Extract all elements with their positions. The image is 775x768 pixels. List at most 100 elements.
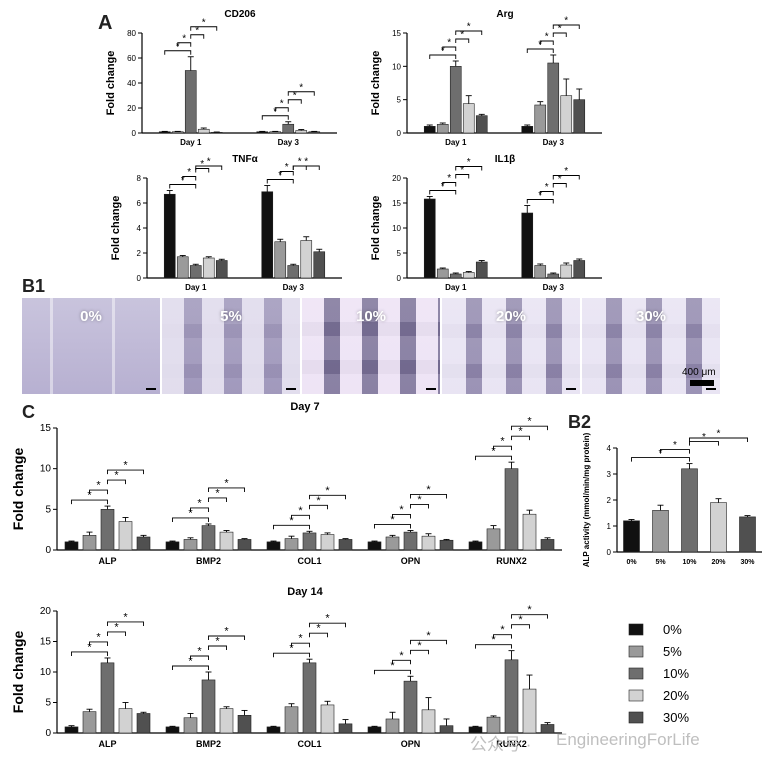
micro-scale-mark [426, 388, 436, 390]
y-tick-label: 0 [607, 548, 612, 557]
significance-bracket [89, 489, 108, 495]
significance-bracket [455, 166, 483, 171]
bar [210, 132, 223, 134]
significance-bracket [511, 624, 530, 629]
micro-image-2: 5% [162, 298, 302, 394]
significance-star: * [527, 604, 532, 616]
bar [261, 191, 274, 279]
significance-star: * [500, 436, 505, 448]
significance-bracket [291, 514, 310, 520]
bar [560, 264, 573, 279]
bar [521, 126, 534, 134]
x-tick-label: Day 3 [283, 283, 305, 292]
bar [338, 539, 353, 551]
significance-star: * [564, 166, 568, 177]
bar [201, 525, 216, 551]
significance-star: * [207, 157, 211, 168]
x-tick-label: BMP2 [196, 739, 221, 749]
significance-bracket [287, 91, 315, 96]
significance-star: * [195, 25, 199, 36]
chart-title: Arg [496, 9, 513, 20]
panel-label-c: C [22, 402, 35, 422]
x-tick-label: Day 3 [278, 138, 300, 147]
significance-bracket [455, 174, 470, 179]
significance-bracket [526, 199, 554, 204]
y-axis-label: Fold change [10, 448, 26, 531]
significance-star: * [187, 167, 191, 178]
significance-bracket [455, 30, 483, 35]
significance-star: * [316, 623, 321, 635]
significance-star: * [390, 660, 395, 672]
significance-star: * [518, 614, 523, 626]
significance-bracket [71, 651, 108, 656]
bar [302, 532, 317, 551]
significance-star: * [224, 477, 229, 489]
significance-star: * [659, 448, 663, 459]
y-tick-label: 0 [132, 129, 137, 138]
chart-alp-activity: ALP activity (mmol/min/mg protein) 0 1 2 3 4 0… [582, 429, 762, 567]
significance-bracket [107, 631, 126, 636]
micro-label: 0% [80, 308, 102, 325]
bar [367, 541, 382, 551]
bar [183, 717, 198, 734]
significance-bracket [374, 524, 411, 529]
significance-bracket [172, 665, 209, 670]
bar [534, 104, 547, 134]
significance-bracket [309, 622, 346, 628]
legend-swatch [628, 623, 644, 636]
legend-swatch [628, 667, 644, 680]
significance-bracket [208, 487, 245, 492]
significance-star: * [215, 636, 220, 648]
chart-day14: Day 14 Fold change 0 5 10 15 20 ALP * * * * BMP2 * * * *… [10, 586, 562, 749]
x-tick-label: Day 1 [180, 138, 202, 147]
bar [652, 510, 669, 553]
significance-bracket [309, 504, 328, 510]
bar [184, 70, 197, 134]
significance-bracket [309, 632, 328, 638]
bar [165, 726, 180, 734]
significance-star: * [545, 32, 549, 43]
significance-bracket [455, 38, 470, 43]
y-axis-label: ALP activity (mmol/min/mg protein) [582, 432, 591, 567]
significance-star: * [491, 446, 496, 458]
bar [462, 272, 475, 279]
micro-image-1: 0% [22, 298, 162, 394]
significance-star: * [289, 515, 294, 527]
bar [284, 706, 299, 734]
significance-bracket [190, 655, 209, 660]
y-tick-label: 20 [392, 174, 401, 183]
significance-star: * [96, 480, 101, 492]
y-tick-label: 3 [607, 470, 612, 479]
significance-star: * [298, 157, 302, 168]
bar [436, 268, 449, 279]
bar [486, 528, 501, 551]
bar [100, 509, 115, 551]
bar [540, 539, 555, 551]
bar [165, 541, 180, 551]
significance-star: * [426, 630, 431, 642]
y-axis-label: Fold change [370, 196, 382, 261]
x-tick-label: OPN [401, 739, 421, 749]
significance-star: * [390, 514, 395, 526]
y-axis-label: Fold change [105, 51, 117, 116]
micro-label: 5% [220, 308, 242, 325]
bar [287, 265, 300, 279]
bar [475, 115, 488, 134]
y-tick-label: 8 [137, 174, 142, 183]
y-tick-label: 0 [137, 274, 142, 283]
legend-swatch [628, 689, 644, 702]
significance-bracket [273, 652, 310, 658]
significance-star: * [87, 490, 92, 502]
bar [623, 520, 640, 553]
x-tick-label: RUNX2 [496, 556, 527, 566]
y-tick-label: 20 [40, 606, 52, 617]
significance-bracket [539, 40, 554, 45]
significance-star: * [467, 22, 471, 33]
significance-bracket [195, 168, 210, 173]
legend-swatch [628, 645, 644, 658]
significance-bracket [660, 449, 690, 454]
bar [274, 241, 287, 279]
x-tick-label: 0% [626, 559, 637, 566]
y-tick-label: 0 [45, 545, 51, 556]
significance-bracket [182, 176, 197, 181]
